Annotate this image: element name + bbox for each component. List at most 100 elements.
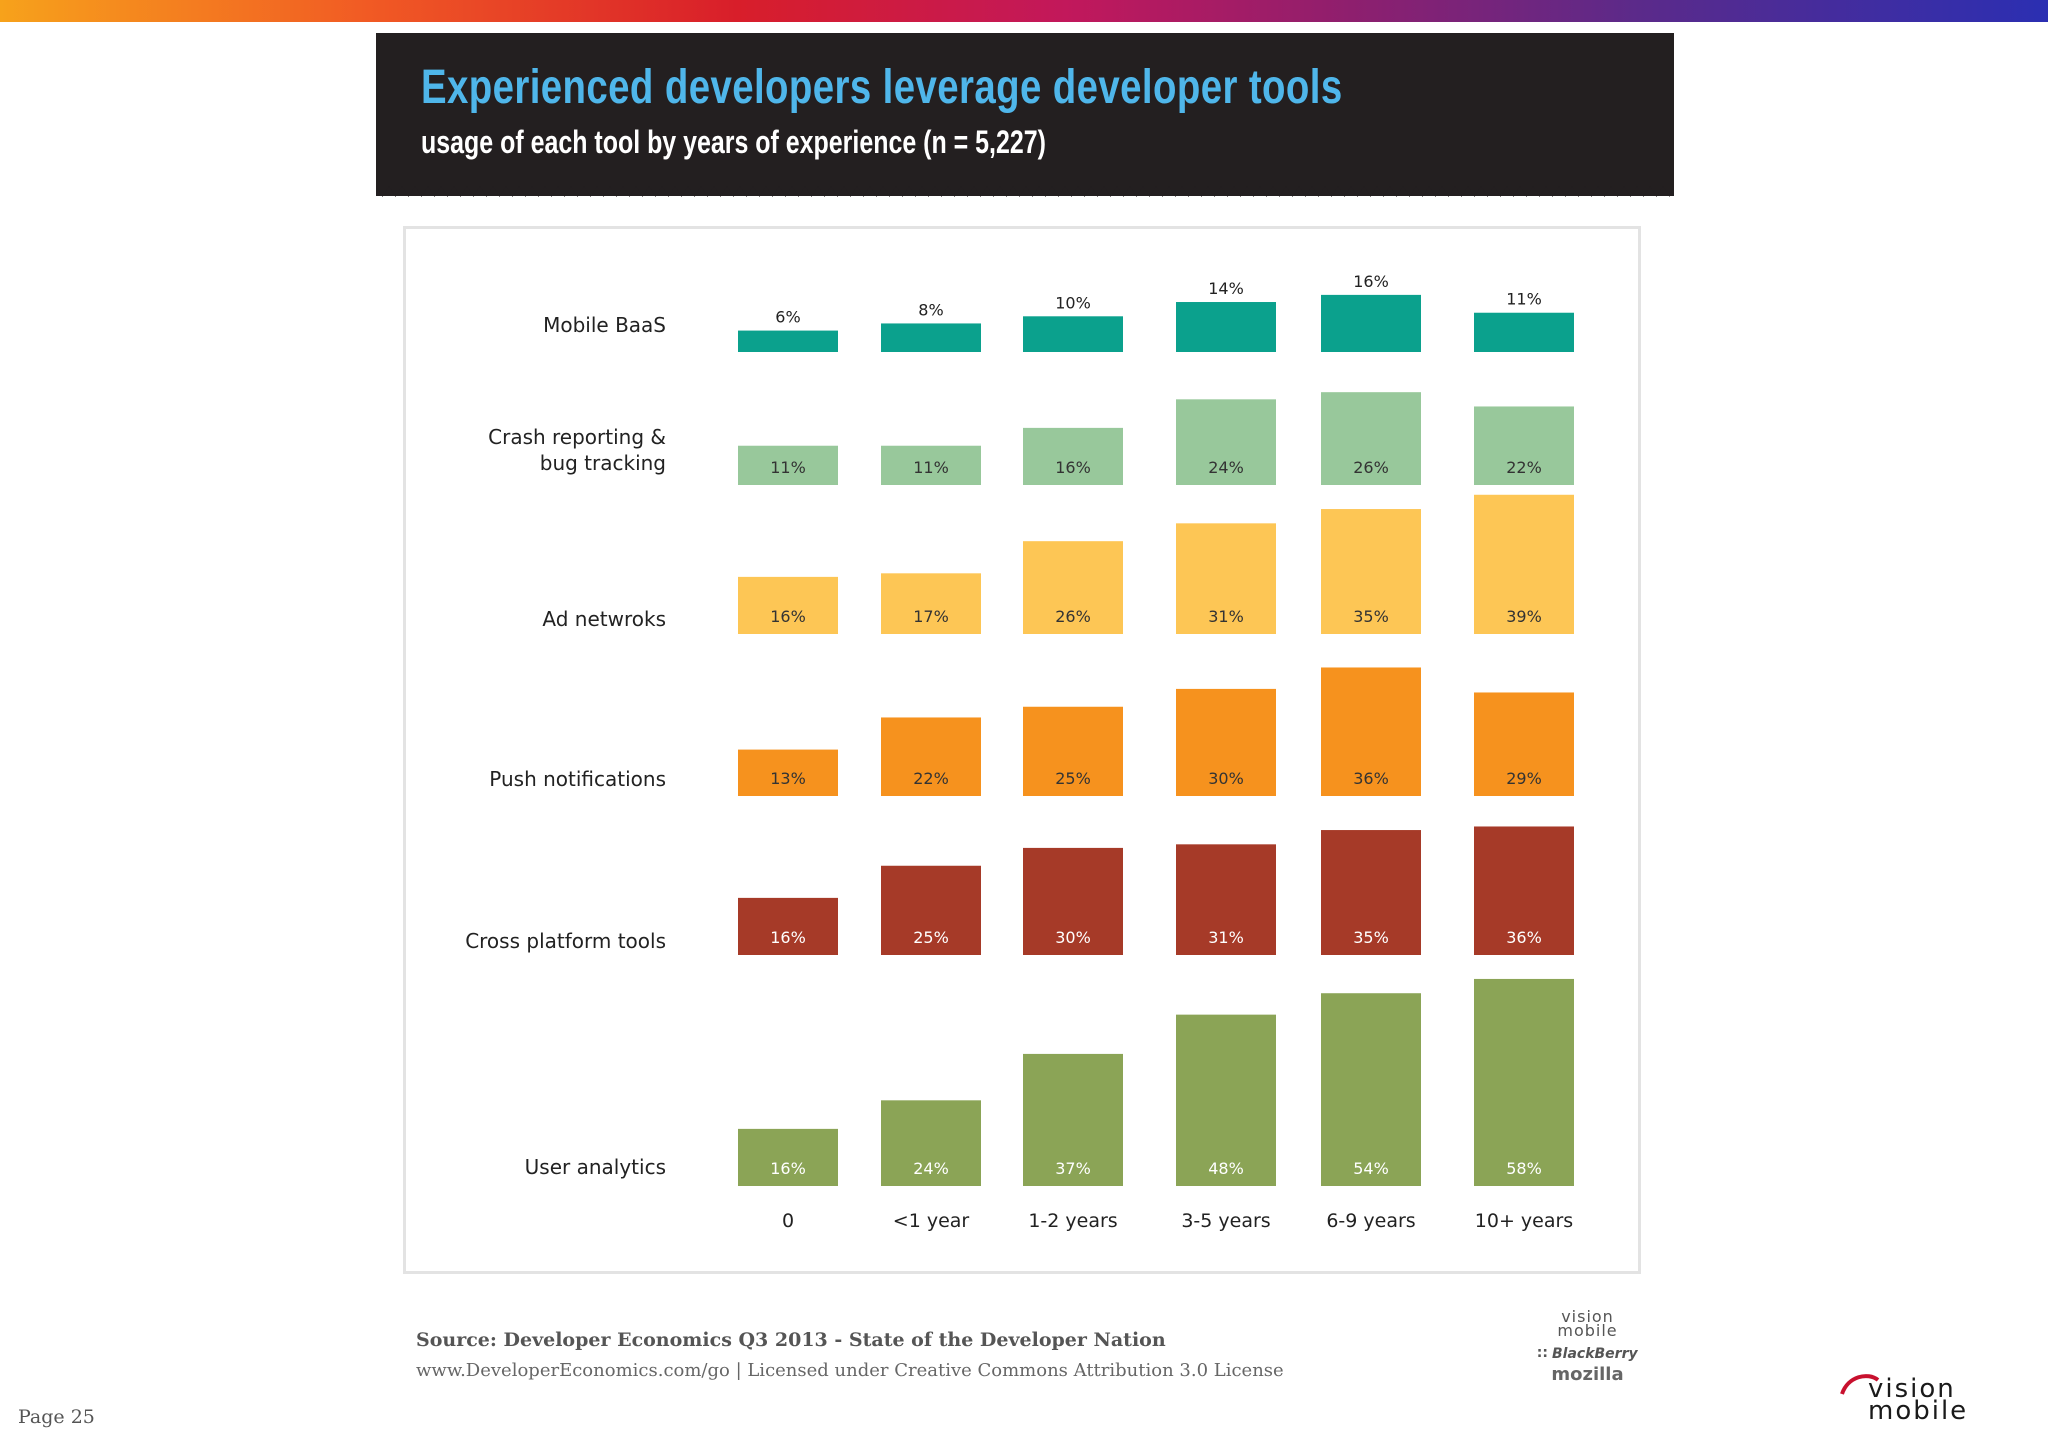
data-label-cross-platform-tools-0: 16% — [770, 928, 806, 947]
banner-zigzag-edge — [376, 186, 1674, 197]
page-number: Page 25 — [18, 1406, 95, 1428]
data-label-user-analytics-1-year: 24% — [913, 1159, 949, 1178]
row-label-crash-reporting-bug-tracking-line-2: bug tracking — [540, 451, 666, 475]
x-tick-label-1-2-years: 1-2 years — [1028, 1210, 1117, 1232]
top-gradient-strip — [0, 0, 2048, 22]
bar-mobile-baas-3-5-years — [1176, 302, 1276, 352]
bar-crash-reporting-bug-tracking-1-year — [881, 445, 981, 485]
data-label-crash-reporting-bug-tracking-3-5-years: 24% — [1208, 458, 1244, 477]
data-label-mobile-baas-10-years: 11% — [1506, 290, 1542, 309]
visionmobile-logo-small: vision mobile — [1520, 1307, 1655, 1340]
mozilla-logo: mozilla — [1551, 1364, 1624, 1385]
row-label-cross-platform-tools: Cross platform tools — [465, 929, 666, 953]
x-tick-label-3-5-years: 3-5 years — [1181, 1210, 1270, 1232]
bar-crash-reporting-bug-tracking-3-5-years — [1176, 399, 1276, 485]
data-label-crash-reporting-bug-tracking-6-9-years: 26% — [1353, 458, 1389, 477]
data-label-cross-platform-tools-6-9-years: 35% — [1353, 928, 1389, 947]
data-label-push-notifications-6-9-years: 36% — [1353, 769, 1389, 788]
footer-license: www.DeveloperEconomics.com/go | Licensed… — [416, 1360, 1284, 1381]
bar-user-analytics-1-2-years — [1023, 1053, 1123, 1186]
x-tick-label-0: 0 — [782, 1210, 794, 1232]
bar-crash-reporting-bug-tracking-10-years — [1474, 406, 1574, 485]
bar-ad-netwroks-1-year — [881, 573, 981, 634]
x-tick-label-1-year: <1 year — [893, 1210, 970, 1232]
bar-cross-platform-tools-6-9-years — [1321, 830, 1421, 955]
data-label-cross-platform-tools-3-5-years: 31% — [1208, 928, 1244, 947]
bar-cross-platform-tools-10-years — [1474, 826, 1574, 955]
data-label-ad-netwroks-3-5-years: 31% — [1208, 607, 1244, 626]
bar-mobile-baas-1-year — [881, 323, 981, 352]
visionmobile-swoosh-icon — [1840, 1374, 1880, 1395]
data-label-ad-netwroks-0: 16% — [770, 607, 806, 626]
data-label-cross-platform-tools-1-2-years: 30% — [1055, 928, 1091, 947]
bar-push-notifications-0 — [738, 749, 838, 796]
footer-source: Source: Developer Economics Q3 2013 - St… — [416, 1329, 1166, 1351]
bar-ad-netwroks-6-9-years — [1321, 509, 1421, 634]
data-label-push-notifications-1-2-years: 25% — [1055, 769, 1091, 788]
bar-user-analytics-3-5-years — [1176, 1014, 1276, 1186]
bar-cross-platform-tools-1-year — [881, 865, 981, 955]
data-label-ad-netwroks-6-9-years: 35% — [1353, 607, 1389, 626]
data-label-user-analytics-1-2-years: 37% — [1055, 1159, 1091, 1178]
data-label-crash-reporting-bug-tracking-0: 11% — [770, 458, 806, 477]
data-label-push-notifications-3-5-years: 30% — [1208, 769, 1244, 788]
data-label-cross-platform-tools-10-years: 36% — [1506, 928, 1542, 947]
row-label-crash-reporting-bug-tracking-line-1: Crash reporting & — [488, 425, 666, 449]
visionmobile-large-word-1: vision — [1868, 1374, 1956, 1404]
x-tick-label-10-years: 10+ years — [1475, 1210, 1573, 1232]
data-label-cross-platform-tools-1-year: 25% — [913, 928, 949, 947]
data-label-user-analytics-6-9-years: 54% — [1353, 1159, 1389, 1178]
data-label-mobile-baas-1-2-years: 10% — [1055, 293, 1091, 312]
bar-crash-reporting-bug-tracking-1-2-years — [1023, 427, 1123, 485]
bar-push-notifications-1-year — [881, 717, 981, 796]
bar-user-analytics-1-year — [881, 1100, 981, 1186]
bar-mobile-baas-0 — [738, 330, 838, 352]
data-label-user-analytics-0: 16% — [770, 1159, 806, 1178]
blackberry-logo-text: BlackBerry — [1551, 1346, 1638, 1362]
bar-user-analytics-0 — [738, 1128, 838, 1186]
data-label-ad-netwroks-1-year: 17% — [913, 607, 949, 626]
data-label-mobile-baas-0: 6% — [775, 308, 800, 327]
data-label-crash-reporting-bug-tracking-10-years: 22% — [1506, 458, 1542, 477]
data-label-user-analytics-10-years: 58% — [1506, 1159, 1542, 1178]
bar-ad-netwroks-10-years — [1474, 494, 1574, 634]
bar-ad-netwroks-0 — [738, 576, 838, 634]
title-banner — [376, 33, 1674, 196]
bar-crash-reporting-bug-tracking-6-9-years — [1321, 392, 1421, 485]
bar-user-analytics-10-years — [1474, 978, 1574, 1186]
data-label-mobile-baas-1-year: 8% — [918, 300, 943, 319]
row-label-ad-netwroks: Ad netwroks — [542, 607, 666, 631]
data-label-push-notifications-10-years: 29% — [1506, 769, 1542, 788]
bar-cross-platform-tools-0 — [738, 897, 838, 955]
visionmobile-logo: vision mobile — [1840, 1372, 2000, 1432]
visionmobile-small-word-1: vision — [1561, 1307, 1614, 1326]
bar-ad-netwroks-1-2-years — [1023, 541, 1123, 634]
chart-frame: Mobile BaaS 6% 8% 10% 14% 16% 11% Crash reporti… — [403, 226, 1641, 1274]
row-label-user-analytics: User analytics — [525, 1155, 666, 1179]
bar-crash-reporting-bug-tracking-0 — [738, 445, 838, 485]
visionmobile-small-word-2: mobile — [1557, 1321, 1618, 1340]
data-label-push-notifications-0: 13% — [770, 769, 806, 788]
bar-push-notifications-3-5-years — [1176, 688, 1276, 796]
row-label-push-notifications: Push notifications — [489, 767, 666, 791]
bar-push-notifications-1-2-years — [1023, 706, 1123, 796]
banner-subtitle: usage of each tool by years of experienc… — [421, 124, 1046, 160]
bar-mobile-baas-10-years — [1474, 312, 1574, 352]
bar-chart: Mobile BaaS 6% 8% 10% 14% 16% 11% Crash reporti… — [465, 272, 1574, 1232]
data-label-push-notifications-1-year: 22% — [913, 769, 949, 788]
bar-mobile-baas-1-2-years — [1023, 316, 1123, 352]
data-label-mobile-baas-6-9-years: 16% — [1353, 272, 1389, 291]
banner-title: Experienced developers leverage develope… — [421, 61, 1343, 114]
row-label-mobile-baas: Mobile BaaS — [543, 313, 666, 337]
bar-ad-netwroks-3-5-years — [1176, 523, 1276, 634]
blackberry-logo: ∷ BlackBerry — [1537, 1346, 1638, 1362]
data-label-mobile-baas-3-5-years: 14% — [1208, 279, 1244, 298]
bar-user-analytics-6-9-years — [1321, 993, 1421, 1186]
data-label-crash-reporting-bug-tracking-1-2-years: 16% — [1055, 458, 1091, 477]
partner-logos: vision mobile ∷ BlackBerry mozilla — [1520, 1307, 1655, 1386]
x-tick-label-6-9-years: 6-9 years — [1326, 1210, 1415, 1232]
data-label-ad-netwroks-10-years: 39% — [1506, 607, 1542, 626]
data-label-ad-netwroks-1-2-years: 26% — [1055, 607, 1091, 626]
bar-cross-platform-tools-1-2-years — [1023, 847, 1123, 955]
data-label-crash-reporting-bug-tracking-1-year: 11% — [913, 458, 949, 477]
